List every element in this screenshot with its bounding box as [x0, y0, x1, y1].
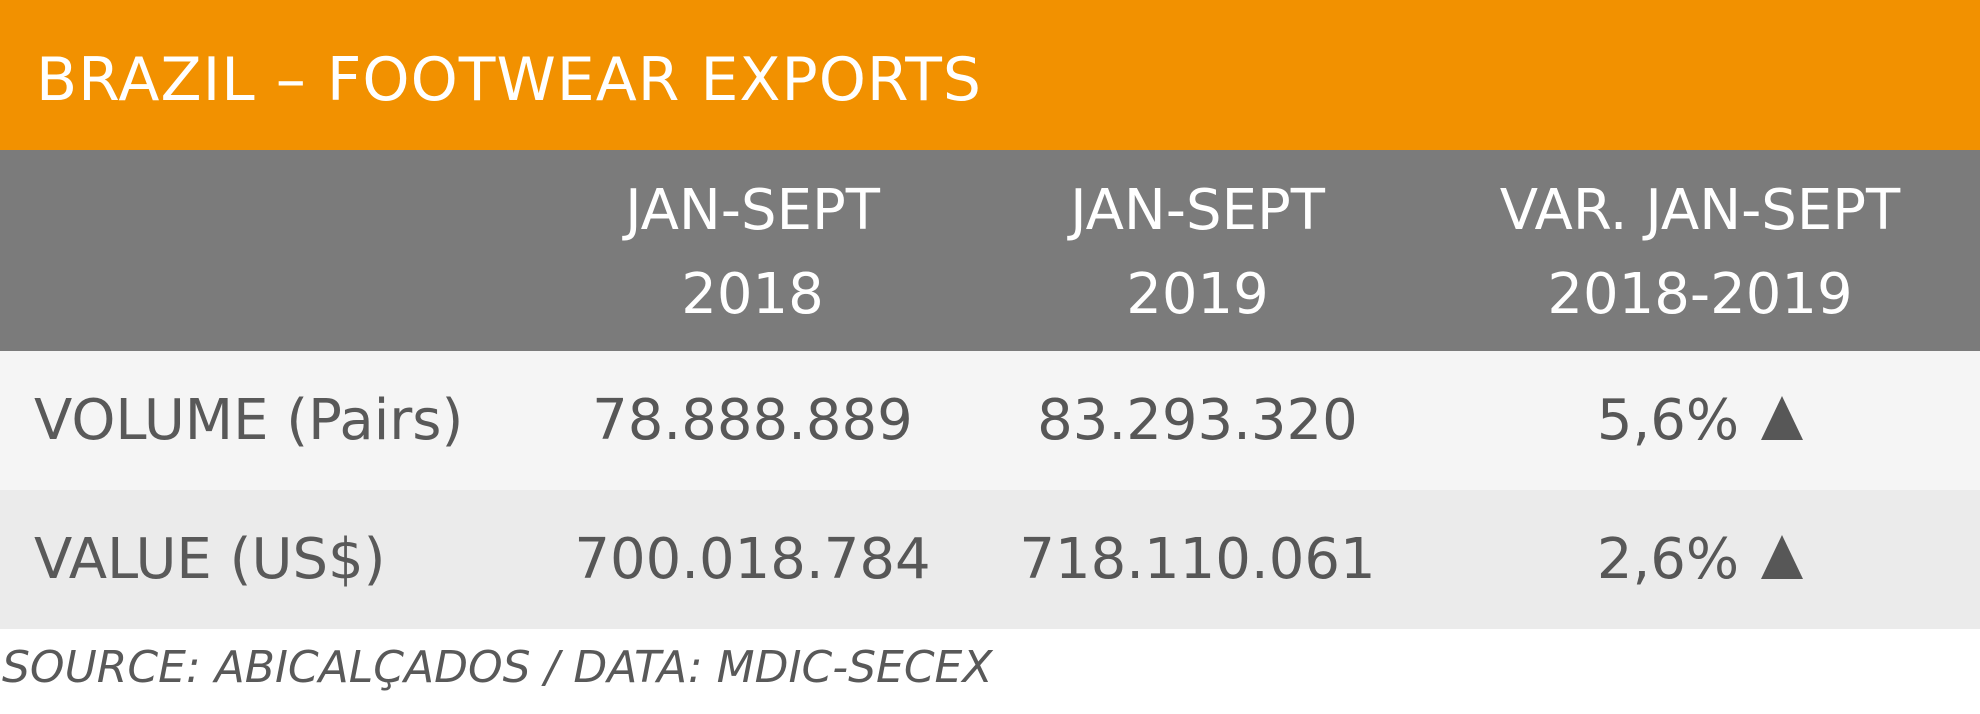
variation-value: 5,6% [1596, 388, 1740, 453]
triangle-up-icon [1761, 534, 1804, 579]
source-note: SOURCE: ABICALÇADOS / DATA: MDIC-SECEX [2, 642, 993, 693]
variation-value: 2,6% [1596, 527, 1740, 592]
cell-2018: 700.018.784 [574, 527, 931, 592]
triangle-up-icon [1761, 395, 1804, 440]
header-col-variation: VAR. JAN-SEPT 2018-2019 [1420, 150, 1980, 351]
row-label: VALUE (US$) [34, 527, 386, 592]
header-col-2019-line1: JAN-SEPT [1070, 177, 1325, 243]
cell-2019: 718.110.061 [1019, 527, 1376, 592]
cell-2018: 78.888.889 [592, 388, 913, 453]
header-col-2018-line1: JAN-SEPT [625, 177, 880, 243]
header-col-2019: JAN-SEPT 2019 [975, 150, 1420, 351]
cell-2019: 83.293.320 [1037, 388, 1358, 453]
header-col-variation-line1: VAR. JAN-SEPT [1499, 177, 1901, 243]
table-title: BRAZIL – FOOTWEAR EXPORTS [36, 45, 982, 115]
header-col-2018-line2: 2018 [681, 261, 824, 327]
title-bar: BRAZIL – FOOTWEAR EXPORTS [0, 0, 1980, 150]
row-label: VOLUME (Pairs) [34, 388, 464, 453]
table-row-value: VALUE (US$) 700.018.784 718.110.061 2,6% [0, 490, 1980, 629]
header-col-2018: JAN-SEPT 2018 [530, 150, 975, 351]
cell-variation: 5,6% [1420, 351, 1980, 490]
header-col-variation-line2: 2018-2019 [1547, 261, 1853, 327]
cell-variation: 2,6% [1420, 490, 1980, 629]
header-col-2019-line2: 2019 [1126, 261, 1269, 327]
table-header: JAN-SEPT 2018 JAN-SEPT 2019 VAR. JAN-SEP… [0, 150, 1980, 351]
table-row-volume: VOLUME (Pairs) 78.888.889 83.293.320 5,6… [0, 351, 1980, 490]
